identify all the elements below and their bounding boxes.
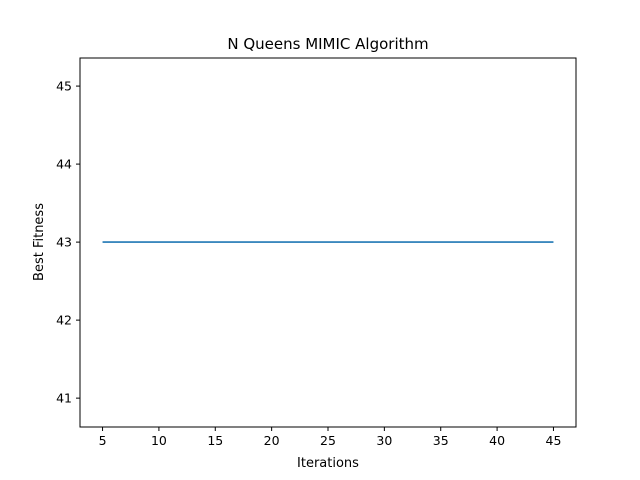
x-tick-label: 15 [207, 433, 223, 448]
x-tick-label: 5 [99, 433, 107, 448]
x-tick-label: 35 [433, 433, 449, 448]
y-axis: 41 42 43 44 45 [56, 79, 80, 406]
x-tick-label: 25 [320, 433, 336, 448]
x-tick-label: 20 [264, 433, 280, 448]
y-tick-label: 42 [56, 313, 72, 328]
x-tick-label: 30 [376, 433, 392, 448]
x-axis-label: Iterations [297, 456, 359, 471]
chart-title: N Queens MIMIC Algorithm [227, 35, 428, 53]
x-tick-label: 45 [546, 433, 562, 448]
y-tick-label: 44 [56, 157, 72, 172]
x-tick-label: 40 [489, 433, 505, 448]
y-tick-label: 43 [56, 235, 72, 250]
y-tick-label: 45 [56, 79, 72, 94]
y-axis-label: Best Fitness [32, 203, 47, 281]
y-tick-label: 41 [56, 391, 72, 406]
x-tick-label: 10 [151, 433, 167, 448]
x-axis: 5 10 15 20 25 30 35 40 45 [99, 427, 562, 448]
